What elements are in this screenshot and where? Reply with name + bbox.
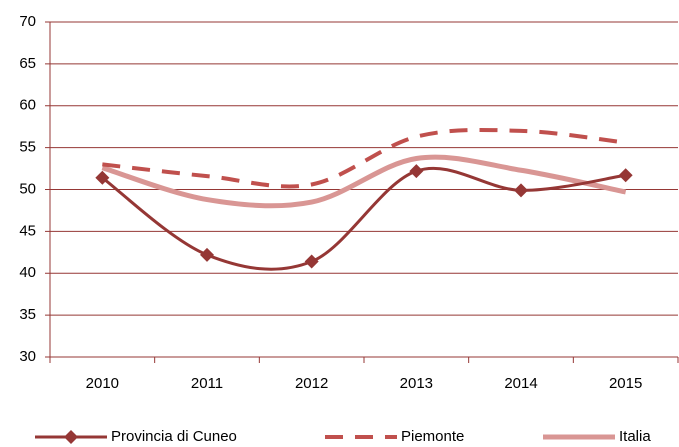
y-tick-label: 30 bbox=[19, 348, 36, 365]
x-tick-label: 2010 bbox=[86, 375, 119, 392]
marker bbox=[95, 170, 110, 185]
x-tick-label: 2013 bbox=[400, 375, 433, 392]
series-line bbox=[101, 166, 626, 271]
marker bbox=[514, 183, 528, 198]
marker bbox=[200, 247, 214, 262]
legend-label: Piemonte bbox=[401, 428, 464, 445]
series-line bbox=[101, 154, 627, 209]
legend-label: Italia bbox=[619, 428, 651, 445]
y-tick-label: 45 bbox=[19, 222, 36, 239]
x-tick-label: 2012 bbox=[295, 375, 328, 392]
x-tick-label: 2014 bbox=[504, 375, 537, 392]
y-tick-label: 60 bbox=[19, 97, 36, 114]
x-tick-label: 2011 bbox=[191, 375, 223, 392]
y-tick-label: 55 bbox=[19, 139, 36, 156]
legend-marker bbox=[64, 430, 78, 444]
x-tick-label: 2015 bbox=[609, 375, 642, 392]
y-tick-label: 65 bbox=[19, 55, 36, 72]
legend-label: Provincia di Cuneo bbox=[111, 428, 237, 445]
marker bbox=[304, 254, 319, 269]
marker bbox=[618, 168, 633, 183]
series-line bbox=[102, 127, 626, 189]
y-tick-label: 50 bbox=[19, 180, 36, 197]
y-tick-label: 40 bbox=[19, 264, 36, 281]
y-tick-label: 35 bbox=[19, 306, 36, 323]
marker bbox=[409, 164, 424, 179]
y-tick-label: 70 bbox=[19, 13, 36, 30]
